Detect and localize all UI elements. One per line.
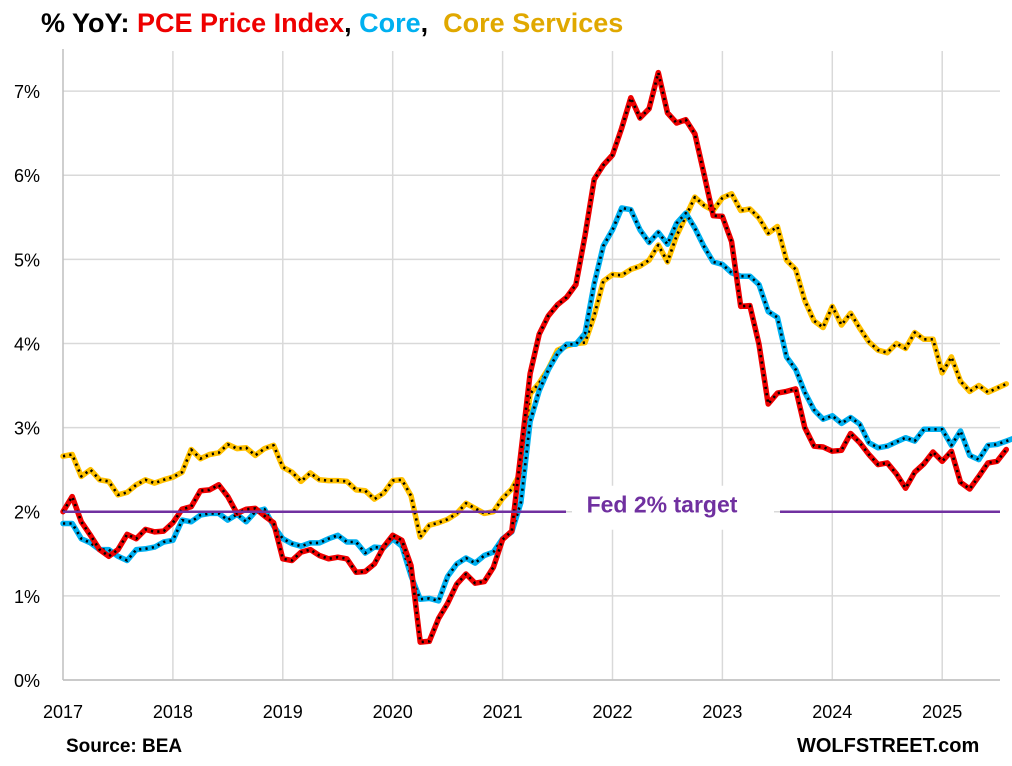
title-core: Core: [359, 8, 421, 38]
y-tick-label: 1%: [14, 587, 40, 607]
series-line: [60, 205, 1012, 604]
title-prefix: % YoY:: [41, 8, 138, 38]
source-label: Source: BEA: [66, 736, 183, 757]
x-tick-label: 2020: [373, 702, 413, 722]
title-core-services: Core Services: [443, 8, 624, 38]
x-tick-label: 2021: [483, 702, 523, 722]
y-tick-label: 7%: [14, 82, 40, 102]
series-dots: [61, 71, 1008, 644]
y-tick-label: 4%: [14, 334, 40, 354]
target-label: Fed 2% target: [587, 492, 738, 518]
x-tick-label: 2022: [592, 702, 632, 722]
series-dots: [63, 206, 1012, 603]
brand-label: WOLFSTREET.com: [797, 735, 980, 757]
series-line: [60, 190, 1010, 540]
title-sep-2: ,: [420, 8, 444, 38]
x-tick-label: 2017: [43, 702, 83, 722]
x-tick-label: 2019: [263, 702, 303, 722]
series-pce-line: [60, 69, 1010, 645]
y-tick-label: 3%: [14, 419, 40, 439]
x-tick-label: 2018: [153, 702, 193, 722]
title-sep-1: ,: [344, 8, 360, 38]
x-tick-label: 2025: [922, 702, 962, 722]
y-tick-label: 0%: [14, 671, 40, 691]
target-label-bg: [572, 485, 774, 530]
series-core-line: [60, 205, 1012, 604]
y-tick-label: 6%: [14, 166, 40, 186]
x-tick-label: 2023: [702, 702, 742, 722]
y-tick-label: 5%: [14, 250, 40, 270]
x-tick-label: 2024: [812, 702, 852, 722]
chart-title: % YoY: PCE Price Index, Core, Core Servi…: [41, 8, 623, 39]
y-tick-label: 2%: [14, 503, 40, 523]
series-core-services-line: [60, 190, 1010, 540]
title-pce: PCE Price Index: [137, 8, 345, 38]
